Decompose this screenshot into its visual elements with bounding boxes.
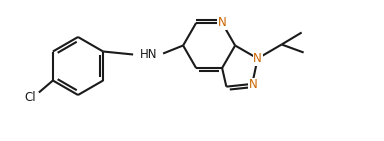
Text: N: N: [249, 78, 258, 91]
Text: N: N: [253, 52, 262, 65]
Text: Cl: Cl: [24, 91, 36, 104]
Text: HN: HN: [141, 48, 158, 61]
Text: N: N: [218, 16, 227, 29]
